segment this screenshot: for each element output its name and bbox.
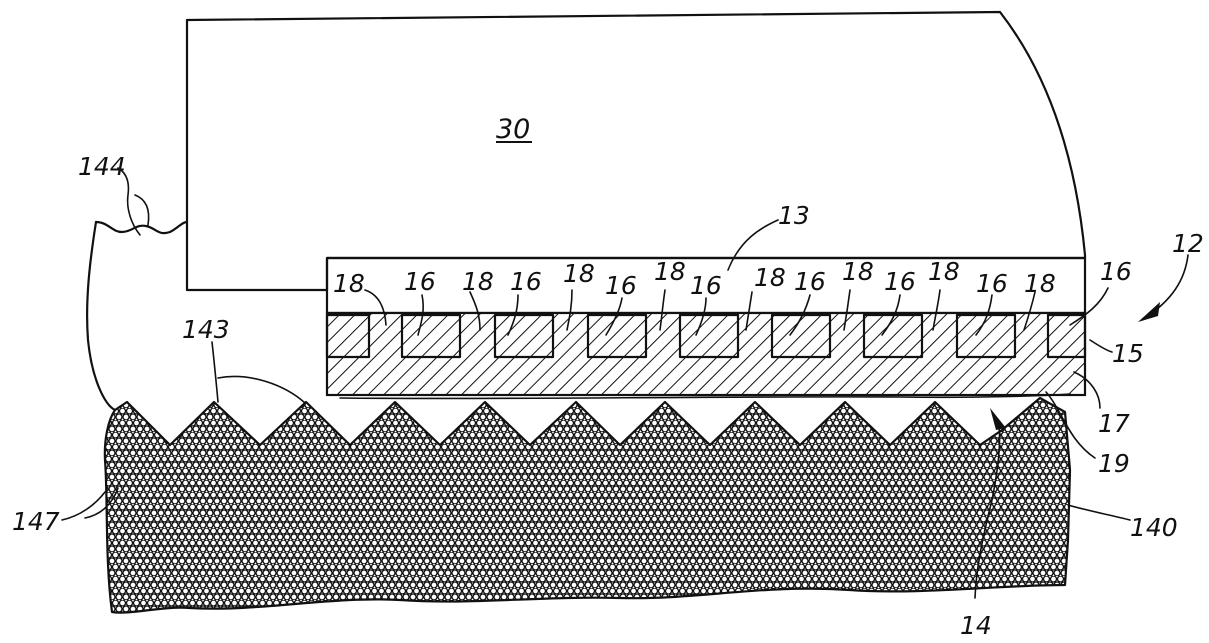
label-147: 147 xyxy=(12,507,60,536)
label-18: 18 xyxy=(462,267,494,296)
label-140: 140 xyxy=(1130,513,1178,542)
label-18: 18 xyxy=(654,257,686,286)
label-18: 18 xyxy=(928,257,960,286)
label-16: 16 xyxy=(690,271,722,300)
label-18: 18 xyxy=(563,259,595,288)
label-18: 18 xyxy=(1024,269,1056,298)
label-16: 16 xyxy=(1100,257,1132,286)
label-17: 17 xyxy=(1098,409,1130,438)
label-14: 14 xyxy=(960,611,992,640)
label-144: 144 xyxy=(78,152,126,181)
label-18: 18 xyxy=(842,257,874,286)
label-16: 16 xyxy=(794,267,826,296)
housing-30 xyxy=(187,12,1085,290)
label-16: 16 xyxy=(605,271,637,300)
region-144-wavy-edge xyxy=(96,222,187,233)
label-30: 30 xyxy=(496,114,530,145)
layer-17-hatched xyxy=(327,313,1085,395)
region-144-outline xyxy=(87,222,115,410)
label-12: 12 xyxy=(1172,229,1204,258)
label-16: 16 xyxy=(510,267,542,296)
label-18: 18 xyxy=(754,263,786,292)
label-18: 18 xyxy=(333,269,365,298)
label-16: 16 xyxy=(404,267,436,296)
label-143: 143 xyxy=(182,315,230,344)
label-15: 15 xyxy=(1112,339,1144,368)
arrow-12-head xyxy=(1138,302,1160,322)
label-16: 16 xyxy=(976,269,1008,298)
marker-14 xyxy=(990,408,1006,430)
label-19: 19 xyxy=(1098,449,1130,478)
substrate-140 xyxy=(105,398,1070,613)
label-13: 13 xyxy=(778,201,810,230)
label-16: 16 xyxy=(884,267,916,296)
